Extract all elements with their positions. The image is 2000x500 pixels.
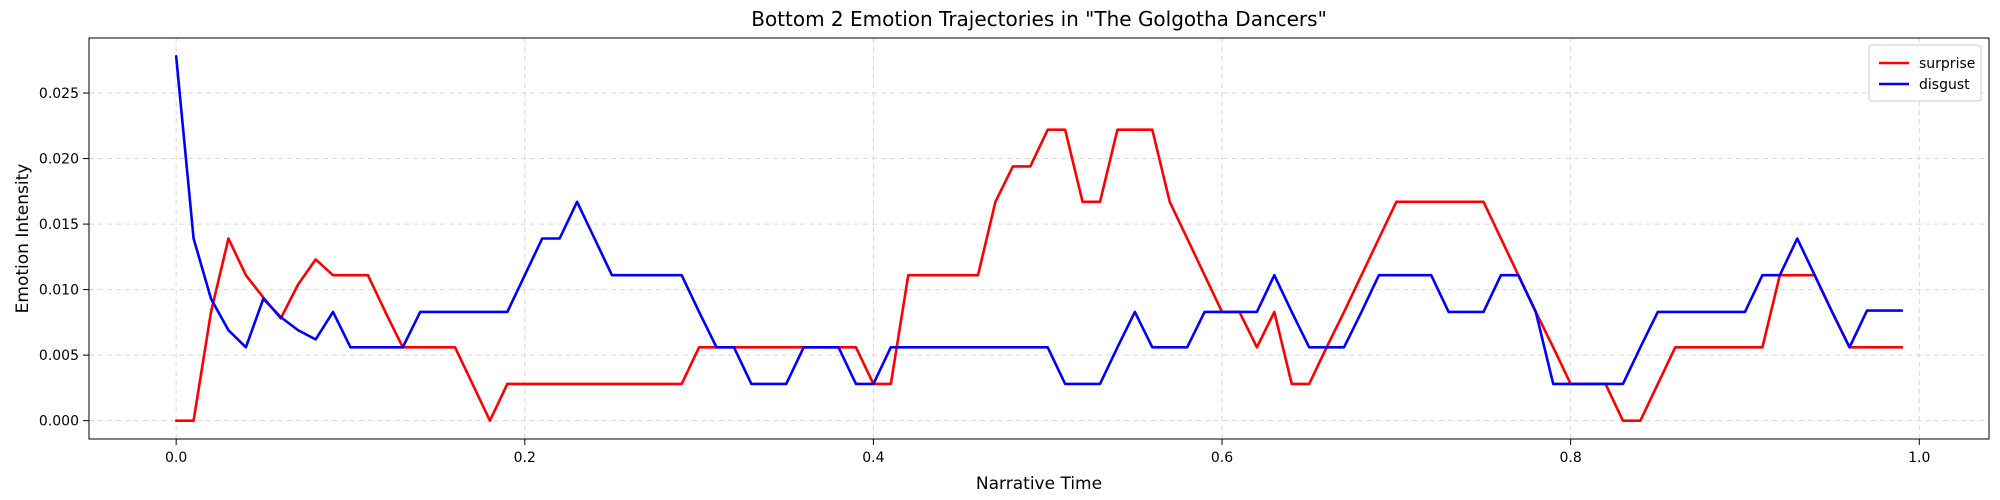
y-axis-label: Emotion Intensity [13,164,33,314]
y-tick-label: 0.025 [39,86,79,102]
y-tick-label: 0.000 [39,414,79,430]
x-tick-label: 0.6 [1211,450,1233,466]
legend-box [1868,44,1982,102]
x-axis-ticks: 0.0 0.2 0.4 0.6 0.8 1.0 [165,439,1930,466]
legend: surprise disgust [1868,44,1982,102]
grid-lines [89,38,1989,439]
y-tick-label: 0.020 [39,152,79,168]
series-line-surprise [174,128,1904,422]
series-lines [174,55,1904,422]
plot-area-frame [88,37,1990,440]
x-tick-label: 0.0 [165,450,187,466]
y-tick-label: 0.010 [39,283,79,299]
x-tick-label: 0.4 [862,450,884,466]
x-tick-label: 0.8 [1560,450,1582,466]
chart-title: Bottom 2 Emotion Trajectories in "The Go… [751,7,1327,31]
y-tick-label: 0.015 [39,217,79,233]
x-tick-label: 1.0 [1908,450,1930,466]
y-tick-label: 0.005 [39,348,79,364]
legend-label-surprise: surprise [1919,56,1975,72]
x-axis-label: Narrative Time [976,474,1102,494]
legend-label-disgust: disgust [1919,77,1970,93]
y-axis-ticks: 0.000 0.005 0.010 0.015 0.020 0.025 [39,86,89,430]
x-tick-label: 0.2 [514,450,536,466]
series-line-disgust [174,55,1904,386]
